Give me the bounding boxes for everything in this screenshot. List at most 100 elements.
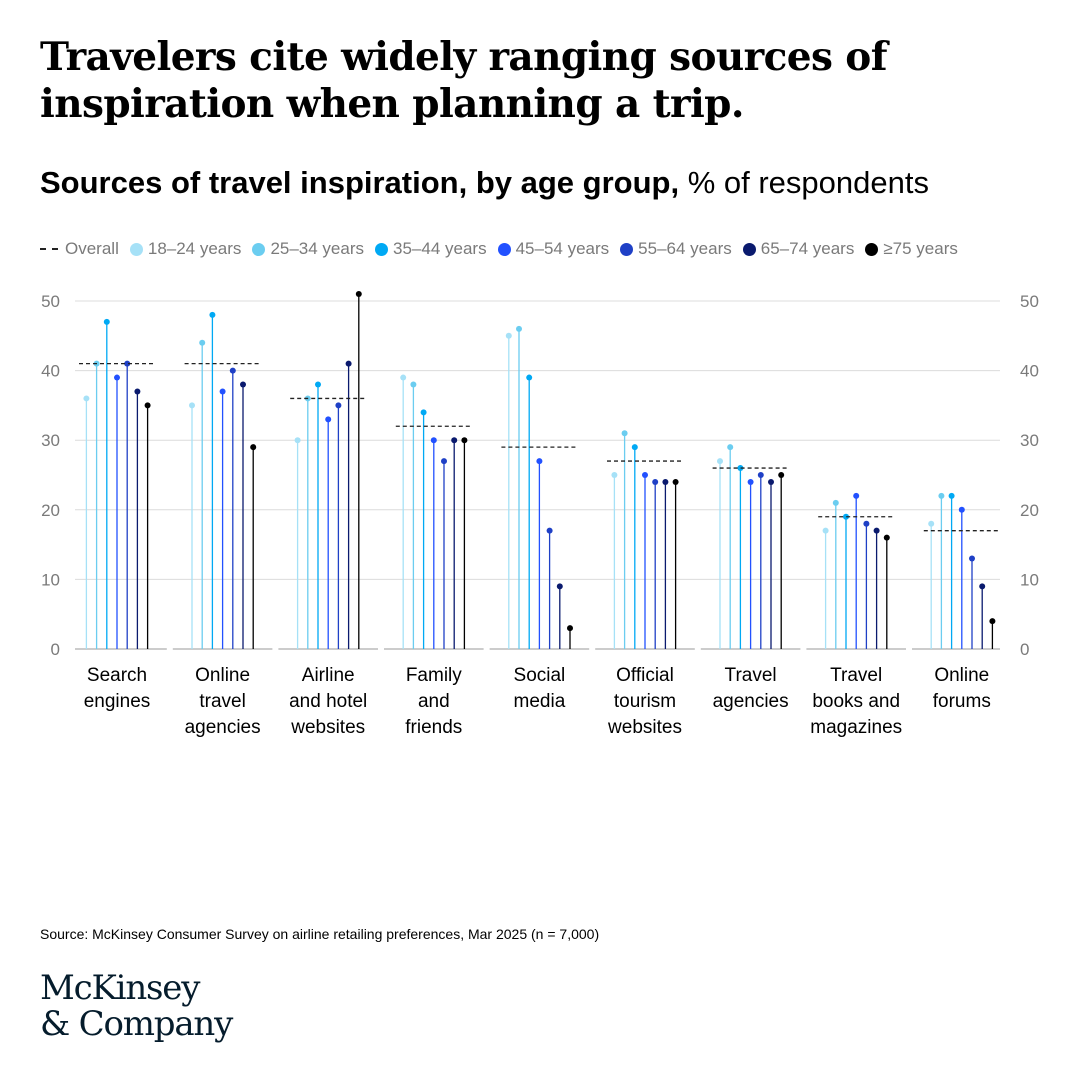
- lollipop-dot: [103, 318, 110, 325]
- y-tick-label-right: 20: [1020, 501, 1039, 520]
- lollipop-dot: [747, 478, 754, 485]
- lollipop-dot: [294, 437, 301, 444]
- legend-item-25-34: 25–34 years: [252, 239, 364, 259]
- logo-line-1: McKinsey: [40, 968, 200, 1008]
- y-tick-label-left: 20: [41, 501, 60, 520]
- category-label: friends: [405, 717, 462, 738]
- lollipop-dot: [768, 478, 774, 485]
- legend-dot-icon: [742, 242, 756, 256]
- chart-title: Travelers cite widely ranging sources of…: [40, 34, 888, 127]
- category-label: agencies: [185, 717, 261, 738]
- category-label: Search: [87, 665, 147, 686]
- lollipop-dot: [240, 381, 246, 388]
- category-label: Social: [514, 665, 566, 686]
- category-label: Travel: [830, 665, 882, 686]
- legend-item-35-44: 35–44 years: [375, 239, 487, 259]
- legend-item-45-54: 45–54 years: [497, 239, 610, 259]
- lollipop-dot: [938, 492, 945, 499]
- lollipop-dot: [516, 325, 522, 332]
- lollipop-dot: [948, 492, 955, 499]
- lollipop-dot: [114, 374, 120, 381]
- lollipop-dot: [325, 416, 332, 423]
- legend-label-65-74: 65–74 years: [760, 239, 855, 258]
- category-label: Online: [934, 665, 989, 686]
- legend-item-65-74: 65–74 years: [742, 239, 855, 259]
- legend-label-25-34: 25–34 years: [270, 239, 365, 258]
- lollipop-dot: [420, 409, 427, 416]
- lollipop-dot: [410, 381, 417, 388]
- legend-item-55-64: 55–64 years: [620, 239, 732, 259]
- category-label: Travel: [725, 665, 777, 686]
- source-note: Source: McKinsey Consumer Survey on airl…: [40, 926, 600, 942]
- lollipop-dot: [556, 583, 563, 590]
- y-tick-label-right: 50: [1020, 292, 1039, 311]
- lollipop-dot: [853, 492, 860, 499]
- lollipop-chart: 0 0 10 10 20 20 30 30 40 40 50 50 Search engines Onlin…: [41, 291, 1039, 738]
- lollipop-dot: [611, 472, 618, 478]
- y-tick-label-right: 30: [1020, 431, 1039, 450]
- category-label: and: [418, 691, 450, 712]
- y-tick-label-left: 0: [51, 640, 60, 659]
- lollipop-dot: [124, 360, 131, 367]
- legend-label-45-54: 45–54 years: [515, 239, 610, 258]
- lollipop-dot: [219, 388, 226, 395]
- legend-dot-icon: [865, 242, 879, 256]
- y-tick-label-left: 30: [41, 431, 60, 450]
- category-label: Airline: [302, 665, 355, 686]
- category-label: books and: [812, 691, 900, 712]
- lollipop-dot: [863, 520, 870, 527]
- mckinsey-logo: McKinsey & Company: [40, 970, 340, 1042]
- subtitle-unit: % of respondents: [679, 165, 929, 200]
- lollipop-dot: [355, 291, 362, 298]
- legend-item-18-24: 18–24 years: [129, 239, 242, 259]
- lollipop-dot: [250, 444, 257, 451]
- y-tick-label-right: 0: [1020, 640, 1029, 659]
- lollipop-dot: [989, 618, 996, 625]
- category-label: websites: [607, 717, 682, 738]
- lollipop-dot: [873, 527, 880, 534]
- lollipop-dot: [672, 478, 679, 485]
- legend-dot-icon: [129, 242, 143, 256]
- lollipop-dot: [526, 374, 533, 381]
- legend-dot-icon: [375, 242, 389, 256]
- legend-dot-icon: [252, 242, 266, 256]
- category-label: media: [514, 691, 566, 712]
- lollipop-dot: [822, 527, 829, 534]
- lollipop-dot: [778, 472, 785, 478]
- subtitle-bold: Sources of travel inspiration, by age gr…: [40, 165, 680, 200]
- y-tick-label-right: 40: [1020, 362, 1039, 381]
- lollipop-dot: [505, 332, 512, 339]
- lollipop-dot: [631, 444, 638, 451]
- lollipop-dot: [662, 478, 669, 485]
- lollipop-dot: [83, 395, 90, 402]
- category-label: agencies: [713, 691, 789, 712]
- lollipop-dot: [189, 402, 195, 409]
- lollipop-dot: [843, 513, 849, 520]
- lollipop-dot: [727, 444, 734, 451]
- legend-label-18-24: 18–24 years: [147, 239, 242, 258]
- category-label: travel: [199, 691, 245, 712]
- lollipop-dot: [928, 520, 935, 527]
- category-label: websites: [290, 717, 365, 738]
- lollipop-dot: [134, 388, 141, 395]
- y-tick-label-left: 10: [41, 570, 60, 589]
- y-tick-label-right: 10: [1020, 570, 1039, 589]
- lollipop-dot: [199, 339, 206, 346]
- category-label: tourism: [614, 691, 676, 712]
- lollipop-dot: [461, 437, 468, 444]
- legend-label-35-44: 35–44 years: [393, 239, 487, 258]
- lollipop-dot: [335, 402, 342, 409]
- lollipop-dot: [958, 506, 965, 513]
- category-label: magazines: [810, 717, 902, 738]
- lollipop-dot: [229, 367, 236, 374]
- category-label: and hotel: [289, 691, 367, 712]
- legend-label-75-plus: ≥75 years: [883, 239, 958, 258]
- logo-line-2: & Company: [40, 1004, 233, 1044]
- lollipop-dot: [642, 472, 648, 478]
- lollipop-dot: [757, 472, 764, 478]
- lollipop-dot: [883, 534, 890, 541]
- category-label: forums: [933, 691, 991, 712]
- lollipop-dot: [717, 458, 723, 465]
- legend: Overall 18–24 years 25–34 years 35–44 ye…: [40, 237, 1060, 261]
- lollipop-dot: [315, 381, 321, 388]
